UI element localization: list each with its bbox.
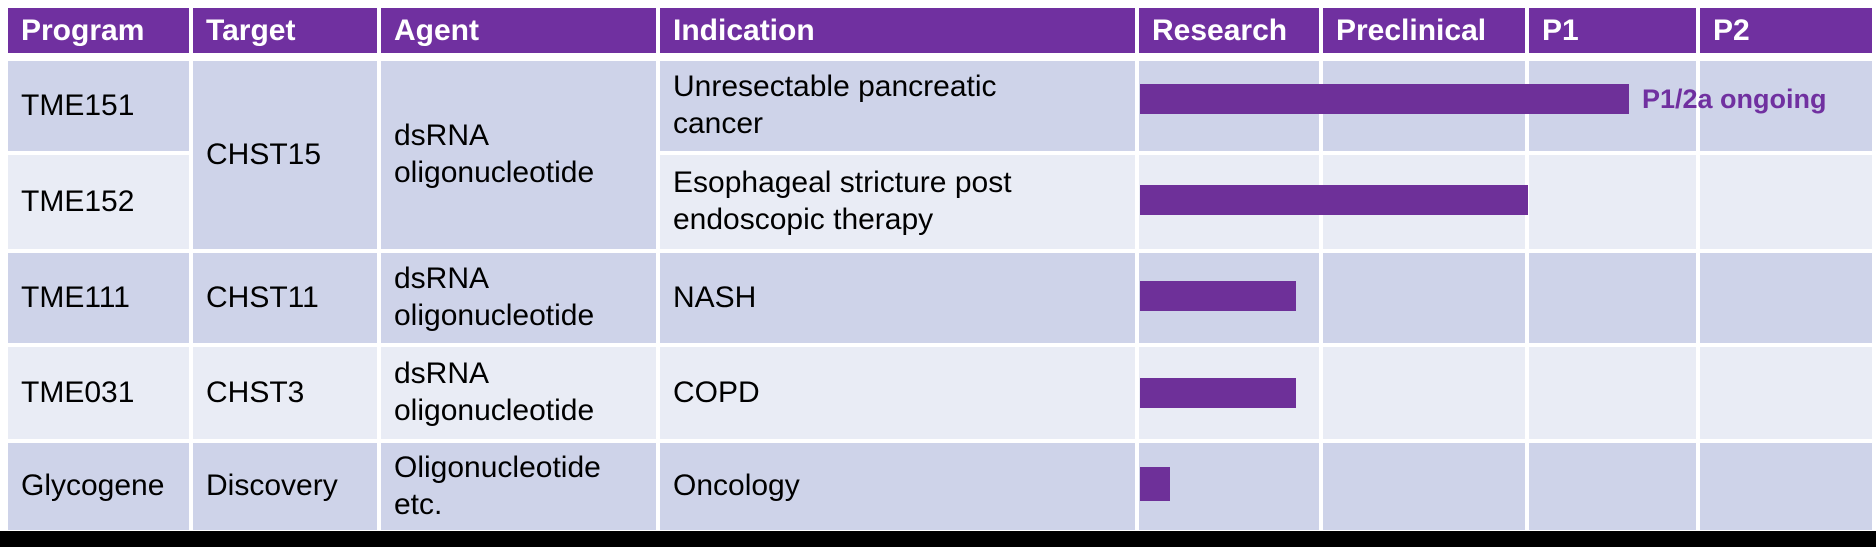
phase-cell-preclinical-r5 <box>1323 443 1525 530</box>
column-header-agent: Agent <box>381 8 656 53</box>
indication-cell-oncology: Oncology <box>660 443 1135 530</box>
phase-cell-p1-r2 <box>1529 155 1696 249</box>
column-header-research: Research <box>1139 8 1319 53</box>
indication-cell-nash: NASH <box>660 253 1135 343</box>
phase-cell-p1-r5 <box>1529 443 1696 530</box>
program-cell-tme111: TME111 <box>8 253 189 343</box>
agent-cell-dsrna-chst11: dsRNA oligonucleotide <box>381 253 656 343</box>
progress-bar-tme152 <box>1140 185 1528 215</box>
phase-cell-p2-r2 <box>1700 155 1872 249</box>
column-header-target: Target <box>193 8 377 53</box>
status-note: P1/2a ongoing <box>1642 83 1827 114</box>
progress-bar-glycogene <box>1140 467 1170 501</box>
indication-cell-copd: COPD <box>660 347 1135 439</box>
target-cell-chst15: CHST15 <box>193 61 377 249</box>
target-cell-chst3: CHST3 <box>193 347 377 439</box>
progress-bar-tme151 <box>1140 84 1629 114</box>
column-header-program: Program <box>8 8 189 53</box>
column-header-preclinical: Preclinical <box>1323 8 1525 53</box>
program-cell-tme152: TME152 <box>8 155 189 249</box>
phase-cell-p2-r3 <box>1700 253 1872 343</box>
indication-cell-pancreatic-cancer: Unresectable pancreatic cancer <box>660 61 1135 151</box>
phase-cell-p2-r4 <box>1700 347 1872 439</box>
footer-bar <box>0 531 1876 547</box>
phase-cell-preclinical-r4 <box>1323 347 1525 439</box>
program-cell-tme031: TME031 <box>8 347 189 439</box>
phase-cell-p1-r3 <box>1529 253 1696 343</box>
progress-bar-tme111 <box>1140 281 1296 311</box>
column-header-p1: P1 <box>1529 8 1696 53</box>
phase-cell-p2-r5 <box>1700 443 1872 530</box>
agent-cell-oligonucleotide-etc: Oligonucleotide etc. <box>381 443 656 530</box>
indication-cell-esophageal-stricture: Esophageal stricture post endoscopic the… <box>660 155 1135 249</box>
column-header-p2: P2 <box>1700 8 1872 53</box>
target-cell-chst11: CHST11 <box>193 253 377 343</box>
program-cell-tme151: TME151 <box>8 61 189 151</box>
column-header-indication: Indication <box>660 8 1135 53</box>
phase-cell-p2-r1 <box>1700 61 1872 151</box>
phase-cell-preclinical-r3 <box>1323 253 1525 343</box>
progress-bar-tme031 <box>1140 378 1296 408</box>
phase-cell-p1-r4 <box>1529 347 1696 439</box>
agent-cell-dsrna-chst3: dsRNA oligonucleotide <box>381 347 656 439</box>
agent-cell-dsrna-chst15: dsRNA oligonucleotide <box>381 61 656 249</box>
program-cell-glycogene: Glycogene <box>8 443 189 530</box>
target-cell-discovery: Discovery <box>193 443 377 530</box>
